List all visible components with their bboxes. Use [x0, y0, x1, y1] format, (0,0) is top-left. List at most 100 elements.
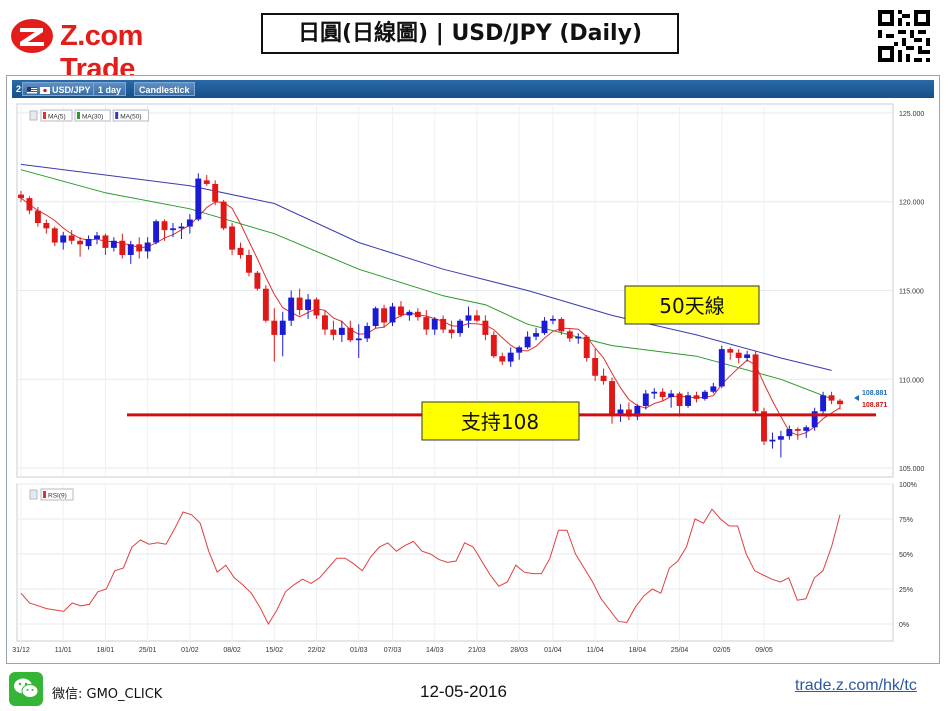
qr-code-icon	[878, 10, 930, 62]
candle-up	[94, 235, 100, 239]
rsi-legend-swatch	[43, 491, 46, 498]
x-tick-label: 31/12	[12, 647, 30, 654]
candle-up	[305, 299, 312, 311]
rsi-tick-label: 0%	[899, 622, 909, 629]
legend-swatch	[43, 112, 46, 119]
rsi-tick-label: 100%	[899, 482, 917, 489]
candle-up	[541, 320, 548, 334]
candle-up	[186, 219, 193, 227]
candle-down	[330, 329, 337, 335]
candle-down	[600, 375, 607, 382]
last-price-label: 108.881	[862, 390, 887, 397]
candle-up	[153, 221, 160, 243]
candle-up	[60, 235, 67, 243]
report-date: 12-05-2016	[420, 682, 507, 701]
candle-down	[448, 329, 455, 334]
wechat-id-text: 微信: GMO_CLICK	[52, 687, 163, 702]
x-tick-label: 18/04	[629, 647, 647, 654]
rsi-legend-label: RSI(9)	[48, 493, 67, 500]
rsi-tick-label: 25%	[899, 587, 913, 594]
candle-up	[372, 308, 379, 327]
candle-down	[794, 429, 801, 431]
candle-down	[68, 235, 75, 241]
x-tick-label: 11/01	[55, 647, 72, 654]
x-tick-label: 01/04	[544, 647, 562, 654]
wechat-icon	[9, 672, 43, 706]
zcom-logo-mark	[11, 19, 53, 53]
chart-style-button[interactable]: Candlestick	[134, 82, 195, 96]
website-link[interactable]: trade.z.com/hk/tc	[795, 677, 917, 694]
candle-up	[507, 352, 514, 362]
candle-up	[642, 393, 649, 406]
candle-up	[803, 427, 810, 431]
x-tick-label: 25/01	[139, 647, 157, 654]
rsi-legend-item	[40, 488, 74, 501]
price-tick-label: 115.000	[899, 289, 924, 296]
candle-down	[414, 311, 421, 318]
candle-up	[406, 311, 413, 316]
x-tick-label: 28/03	[510, 647, 528, 654]
candle-up	[431, 318, 438, 330]
candle-up	[634, 405, 641, 417]
last-price-marker-icon	[854, 395, 859, 401]
symbol-button[interactable]: USD/JPY	[22, 82, 96, 96]
candle-up	[195, 178, 202, 220]
wechat-id: 微信: GMO_CLICK	[52, 683, 162, 702]
x-tick-label: 01/03	[350, 647, 368, 654]
candle-down	[735, 352, 742, 358]
candle-down	[566, 331, 573, 339]
rsi-tick-label: 50%	[899, 552, 913, 559]
candle-up	[533, 333, 539, 337]
candle-down	[583, 336, 590, 358]
x-tick-label: 11/04	[587, 647, 604, 654]
candle-up	[769, 439, 776, 442]
ma30-line	[20, 169, 832, 400]
legend-label: MA(50)	[120, 114, 141, 121]
candle-down	[490, 334, 497, 357]
candle-down	[397, 306, 404, 316]
usdjpy-chart: 125.000 120.000 115.000 110.000 105.000 100% 7…	[12, 103, 924, 654]
candle-up	[617, 409, 624, 415]
candle-down	[271, 320, 278, 335]
candle-up	[575, 336, 582, 339]
candle-down	[558, 318, 565, 332]
x-tick-label: 21/03	[468, 647, 486, 654]
candle-up	[170, 228, 176, 231]
timeframe-button[interactable]: 1 day	[93, 82, 127, 96]
candle-down	[499, 356, 506, 362]
candle-down	[34, 210, 41, 224]
legend-item	[74, 109, 111, 122]
us-flag-icon	[27, 87, 37, 94]
candle-down	[625, 409, 632, 417]
candle-down	[203, 180, 210, 184]
legend-item	[40, 109, 73, 122]
candle-down	[212, 183, 219, 202]
candle-up	[651, 391, 658, 394]
candle-up	[718, 349, 725, 387]
x-tick-label: 02/05	[713, 647, 731, 654]
x-tick-label: 01/02	[181, 647, 199, 654]
candle-down	[761, 411, 767, 442]
candle-down	[381, 308, 388, 323]
candle-down	[77, 240, 84, 245]
candle-up	[465, 315, 472, 321]
x-tick-label: 15/02	[266, 647, 284, 654]
candle-down	[262, 288, 269, 321]
candle-up	[178, 226, 185, 229]
candle-up	[110, 240, 117, 248]
candle-up	[549, 318, 556, 321]
symbol-label: USD/JPY	[52, 85, 91, 95]
candle-down	[102, 235, 109, 248]
legend-swatch	[77, 112, 80, 119]
candle-up	[744, 354, 751, 358]
candle-down	[18, 194, 24, 199]
rsi-tick-label: 75%	[899, 517, 913, 524]
candle-down	[119, 240, 126, 255]
candle-down	[676, 393, 683, 406]
x-tick-label: 22/02	[308, 647, 326, 654]
legend-label: MA(5)	[48, 114, 66, 121]
candle-down	[296, 297, 303, 311]
x-tick-label: 09/05	[755, 647, 773, 654]
candle-up	[457, 320, 464, 334]
candle-down	[592, 357, 599, 376]
